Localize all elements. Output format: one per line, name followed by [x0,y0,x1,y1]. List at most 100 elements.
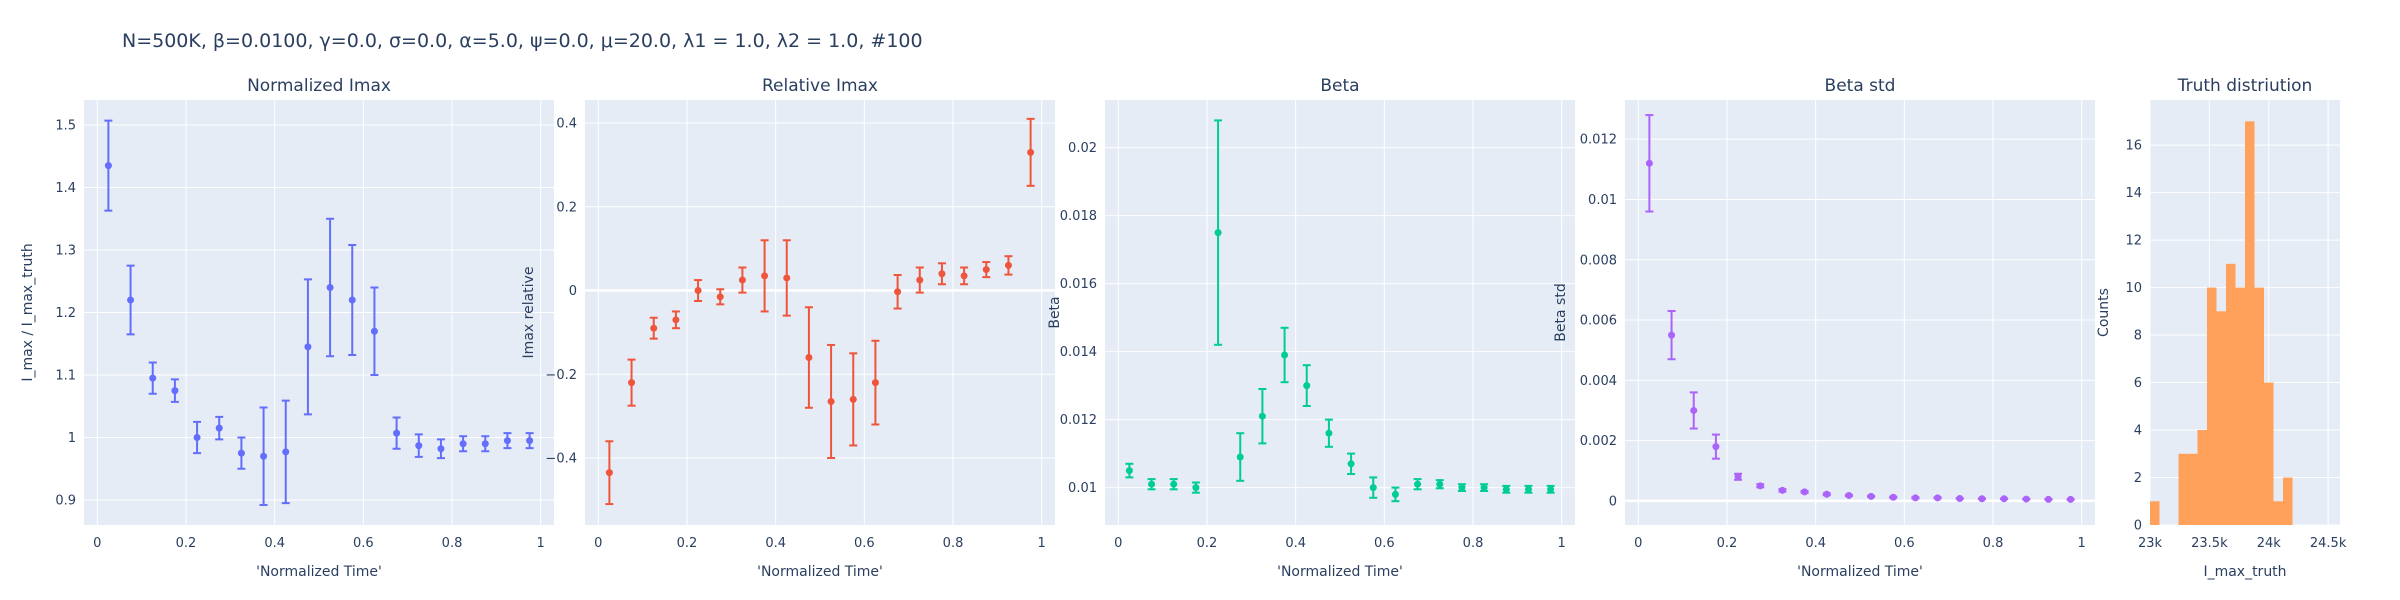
data-point [1303,382,1311,390]
data-point [393,429,401,437]
y-tick-label: 1 [68,431,76,446]
data-point [1214,229,1222,237]
x-tick-label: 0.6 [1894,536,1915,551]
x-axis-label: 'Normalized Time' [757,564,883,580]
y-tick-label: −0.2 [545,368,577,383]
data-point [104,162,112,170]
x-tick-label: 0.4 [1285,536,1306,551]
x-tick-label: 24k [2257,536,2282,551]
data-point [1645,159,1653,167]
y-tick-label: 12 [2125,234,2142,249]
panel-relative-imax: 0 0.2 0.4 0.6 0.8 1 −0.4 −0.2 0 0.2 0.4 Relative Im… [521,76,1055,580]
panel-beta-std: 0 0.2 0.4 0.6 0.8 1 0 0.002 0.004 0.006 0.008 0.01 0… [1553,76,2095,580]
histogram-bar [2235,287,2245,525]
data-point [1845,491,1853,499]
x-tick-label: 0 [1634,536,1642,551]
x-axis-label: 'Normalized Time' [256,564,382,580]
data-point [1734,473,1742,481]
figure-title: N=500K, β=0.0100, γ=0.0, σ=0.0, α=5.0, ψ… [122,30,923,52]
data-point [1458,484,1466,492]
y-tick-label: 0.02 [1068,141,1097,156]
x-tick-label: 0 [1114,536,1122,551]
subplot-title: Truth distriution [2177,76,2313,96]
data-point [716,293,724,301]
x-tick-label: 0.2 [677,536,698,551]
data-point [1956,494,1964,502]
data-point [650,324,658,332]
y-tick-label: 14 [2125,186,2142,201]
y-tick-label: 0.9 [55,494,76,509]
data-point [672,316,680,324]
x-tick-label: 1 [1038,536,1046,551]
y-tick-label: 0.012 [1580,133,1617,148]
x-tick-label: 1 [2078,536,2086,551]
data-point [783,274,791,282]
data-point [1801,488,1809,496]
data-point [1027,148,1035,156]
data-point [1823,490,1831,498]
data-point [1236,453,1244,461]
y-tick-label: 1.3 [55,244,76,259]
data-point [628,379,636,387]
data-point [1258,412,1266,420]
y-tick-label: 0.4 [556,117,577,132]
data-point [694,287,702,295]
data-point [370,327,378,335]
data-point [149,374,157,382]
data-point [605,469,613,477]
histogram-bar [2150,501,2160,525]
data-point [1148,480,1156,488]
x-axis-label: 'Normalized Time' [1797,564,1923,580]
data-point [1391,490,1399,498]
data-point [2044,495,2052,503]
data-point [894,288,902,296]
x-tick-label: 0.2 [1717,536,1738,551]
y-tick-label: −0.4 [545,452,577,467]
y-tick-label: 4 [2134,424,2142,439]
data-point [1712,443,1720,451]
y-axis-label: Counts [2096,288,2112,337]
x-tick-label: 0.6 [353,536,374,551]
data-point [1192,484,1200,492]
y-axis-label: I_max / I_max_truth [20,243,36,381]
y-tick-label: 0.016 [1060,277,1097,292]
data-point [1547,485,1555,493]
x-tick-label: 0 [594,536,602,551]
data-point [1978,495,1986,503]
x-tick-label: 0 [93,536,101,551]
x-tick-label: 0.8 [943,536,964,551]
data-point [237,449,245,457]
subplot-title: Normalized Imax [247,76,391,96]
y-tick-label: 0.01 [1068,481,1097,496]
histogram-bar [2178,453,2188,525]
data-point [1889,493,1897,501]
x-axis-label: 'Normalized Time' [1277,564,1403,580]
histogram-bar [2188,453,2198,525]
y-tick-label: 0.006 [1580,314,1617,329]
y-tick-label: 0.2 [556,200,577,215]
data-point [1004,261,1012,269]
data-point [938,270,946,278]
y-tick-label: 6 [2134,376,2142,391]
y-tick-label: 0.018 [1060,209,1097,224]
x-tick-label: 1 [537,536,545,551]
data-point [1690,406,1698,414]
data-point [1414,480,1422,488]
x-tick-label: 0.4 [1805,536,1826,551]
histogram-bar [2216,311,2226,525]
data-point [805,354,813,362]
x-tick-label: 24.5k [2310,536,2347,551]
data-point [215,424,223,432]
y-tick-label: 8 [2134,329,2142,344]
data-point [1934,494,1942,502]
data-point [193,434,201,441]
data-point [2000,495,2008,503]
y-tick-label: 0.014 [1060,345,1097,360]
y-tick-label: 1.5 [55,119,76,134]
y-tick-label: 0 [2134,519,2142,534]
histogram-bar [2273,501,2283,525]
x-tick-label: 0.6 [854,536,875,551]
data-point [761,272,769,280]
y-tick-label: 16 [2125,139,2142,154]
panel-beta: 0 0.2 0.4 0.6 0.8 1 0.01 0.012 0.014 0.016 0.018 0.… [1047,76,1575,580]
